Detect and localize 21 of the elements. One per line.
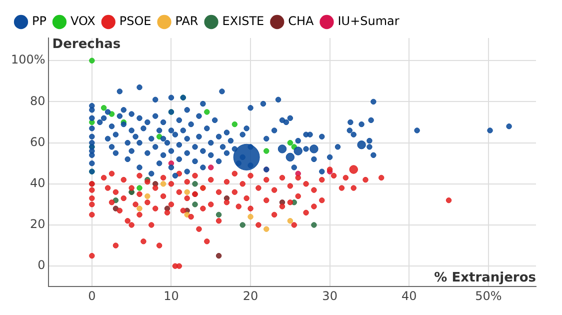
x-tick-label: 50% — [475, 288, 502, 303]
legend-label: VOX — [70, 14, 96, 28]
legend-label: CHA — [288, 14, 315, 28]
x-axis-title: % Extranjeros — [434, 270, 536, 286]
x-tick-label: 10 — [164, 288, 179, 303]
y-tick-label: 0 — [38, 258, 46, 272]
y-tick-label: 100% — [10, 52, 46, 67]
y-tick-label: 40 — [30, 176, 46, 190]
y-axis-title: Derechas — [52, 36, 121, 52]
legend-label: PP — [32, 14, 46, 28]
y-tick-label: 20 — [30, 217, 46, 232]
x-tick-label: 0 — [88, 288, 96, 303]
y-tick-label: 80 — [30, 94, 46, 108]
legend-label: IU+Sumar — [338, 14, 400, 28]
y-tick-label: 60 — [30, 134, 46, 149]
legend-label: PSOE — [119, 14, 152, 28]
x-tick-label: 20 — [242, 288, 258, 303]
legend-label: PAR — [175, 14, 198, 28]
x-tick-label: 30 — [322, 288, 338, 303]
x-tick-label: 40 — [401, 288, 417, 303]
legend-label: EXISTE — [222, 14, 264, 28]
